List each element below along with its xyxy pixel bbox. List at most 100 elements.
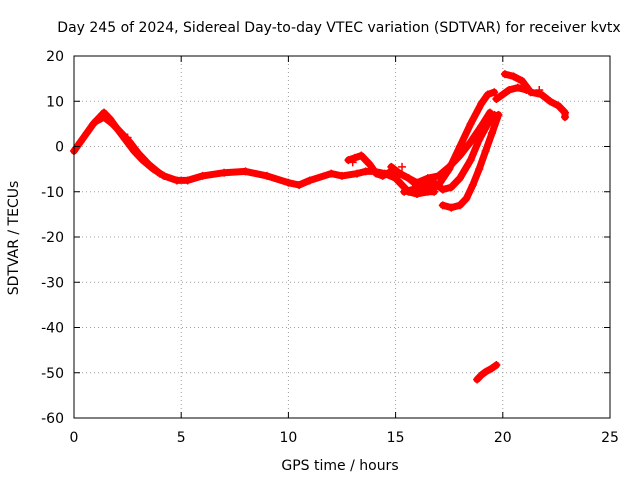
y-tick-label: 0 — [55, 140, 64, 156]
data-point — [477, 99, 486, 108]
data-point — [466, 137, 475, 146]
data-point — [183, 176, 192, 185]
data-point — [76, 137, 85, 146]
data-point — [455, 151, 464, 160]
scattered-points — [95, 83, 544, 171]
data-point — [445, 162, 454, 171]
y-tick-label: 10 — [46, 94, 64, 110]
data-point — [468, 180, 477, 189]
data-point — [117, 128, 126, 137]
x-axis-title: GPS time / hours — [281, 458, 398, 474]
data-point — [455, 174, 464, 183]
data-point — [419, 183, 428, 192]
data-point — [455, 142, 464, 151]
data-point — [145, 160, 154, 169]
data-point — [488, 364, 497, 373]
data-point — [466, 119, 475, 128]
data-point — [518, 76, 527, 85]
data-point — [488, 128, 497, 137]
data-point — [404, 174, 413, 183]
data-point — [537, 90, 546, 99]
x-tick-label: 20 — [494, 430, 512, 446]
data-point — [95, 113, 104, 122]
data-point — [430, 187, 439, 196]
grid — [74, 56, 610, 418]
series-trace-7 — [500, 70, 569, 122]
data-point — [198, 171, 207, 180]
series-trace-4 — [387, 108, 494, 187]
y-tick-label: -10 — [41, 185, 64, 201]
data-point — [155, 169, 164, 178]
data-point — [494, 110, 503, 119]
data-point — [481, 147, 490, 156]
y-tick-label: -60 — [41, 411, 64, 427]
data-point — [387, 162, 396, 171]
data-point — [483, 90, 492, 99]
data-point — [365, 160, 374, 169]
series-trace-5 — [400, 110, 499, 196]
data-point — [477, 371, 486, 380]
data-point — [361, 167, 370, 176]
data-point — [172, 176, 181, 185]
data-point — [447, 203, 456, 212]
chart-title: Day 245 of 2024, Sidereal Day-to-day VTE… — [57, 20, 620, 36]
data-point — [438, 201, 447, 210]
data-point — [398, 180, 407, 189]
data-point — [262, 171, 271, 180]
data-point — [535, 85, 544, 94]
data-point — [481, 367, 490, 376]
data-point — [82, 128, 91, 137]
data-point — [455, 201, 464, 210]
data-point — [408, 185, 417, 194]
y-tick-label: -50 — [41, 366, 64, 382]
data-point — [353, 169, 362, 178]
data-point — [475, 165, 484, 174]
data-point — [447, 183, 456, 192]
data-point — [284, 178, 293, 187]
data-point — [305, 176, 314, 185]
data-point — [241, 167, 250, 176]
data-point — [490, 88, 499, 97]
data-point — [348, 158, 357, 167]
x-tick-label: 5 — [177, 430, 186, 446]
data-point — [327, 169, 336, 178]
series-trace-6 — [438, 110, 503, 212]
x-tick-label: 10 — [279, 430, 297, 446]
data-point — [473, 375, 482, 384]
data-point — [492, 361, 501, 370]
data-point — [108, 119, 117, 128]
data-point — [438, 185, 447, 194]
data-point — [483, 119, 492, 128]
data-point — [545, 97, 554, 106]
y-tick-label: -30 — [41, 275, 64, 291]
data-point — [492, 94, 501, 103]
data-point — [498, 90, 507, 99]
data-point — [505, 85, 514, 94]
axis-ticks: 0 5 10 15 20 25 -60 -50 -40 -30 -20 -10 0 10 20 — [41, 49, 619, 446]
y-tick-label: -20 — [41, 230, 64, 246]
data-point — [220, 168, 229, 177]
data-point — [378, 171, 387, 180]
data-point — [554, 101, 563, 110]
data-point — [123, 137, 132, 146]
data-point — [338, 171, 346, 180]
data-point — [500, 70, 509, 79]
series-trace-9 — [473, 361, 501, 384]
series-trace-8 — [492, 83, 531, 103]
data-point — [430, 178, 439, 187]
data-point — [344, 156, 353, 165]
data-point — [91, 117, 100, 126]
data-point — [560, 113, 569, 122]
x-tick-label: 0 — [70, 430, 79, 446]
data-series — [70, 70, 569, 384]
y-tick-label: 20 — [46, 49, 64, 65]
data-point — [423, 174, 432, 183]
data-point — [466, 156, 475, 165]
data-point — [475, 135, 484, 144]
data-point — [509, 72, 518, 81]
data-point — [398, 162, 407, 171]
y-axis-title: SDTVAR / TECUs — [6, 181, 22, 296]
x-tick-label: 25 — [601, 430, 619, 446]
